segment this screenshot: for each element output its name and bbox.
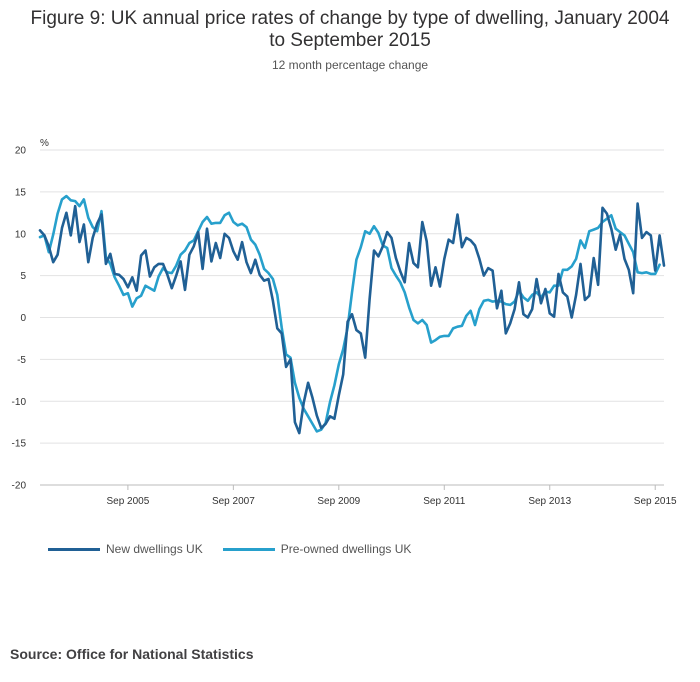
y-tick-label: -10 — [12, 397, 27, 408]
legend-swatch-new-dwellings — [48, 547, 100, 551]
x-axis: Sep 2005 Sep 2007 Sep 2009 Sep 2011 Sep 2013… — [106, 485, 677, 507]
series-line-pre-owned-dwellings-uk[interactable] — [38, 194, 661, 433]
y-axis: 20 15 10 5 0 -5 -10 -15 -20% — [12, 138, 49, 492]
x-tick-label: Sep 2007 — [212, 496, 255, 507]
legend-swatch-pre-owned-dwellings — [222, 547, 275, 551]
source-note: Source: Office for National Statistics — [10, 646, 254, 662]
y-tick-label: -5 — [17, 355, 26, 366]
y-tick-label: 15 — [15, 187, 27, 198]
x-tick-label: Sep 2015 — [634, 496, 677, 507]
series-lines — [38, 194, 666, 435]
legend-label-pre-owned-dwellings: Pre-owned dwellings UK — [280, 542, 412, 556]
y-tick-label: 10 — [15, 229, 27, 240]
y-tick-label: 5 — [20, 271, 26, 282]
y-tick-label: -15 — [12, 439, 27, 450]
x-tick-label: Sep 2005 — [106, 496, 149, 507]
y-tick-label: 0 — [20, 313, 26, 324]
legend-item-new-dwellings[interactable]: New dwellings UK — [48, 542, 203, 556]
chart-subtitle: 12 month percentage change — [271, 58, 429, 72]
legend: New dwellings UK Pre-owned dwellings UK — [48, 542, 431, 556]
y-tick-label: 20 — [15, 146, 27, 157]
gridlines — [40, 149, 664, 486]
y-axis-unit-label: % — [40, 138, 49, 149]
chart-title: Figure 9: UK annual price rates of chang… — [0, 8, 700, 52]
x-tick-label: Sep 2011 — [423, 496, 466, 507]
series-line-new-dwellings-uk[interactable] — [38, 202, 666, 435]
legend-item-pre-owned-dwellings[interactable]: Pre-owned dwellings UK — [222, 542, 412, 556]
chart-title-line-2: to September 2015 — [269, 30, 431, 51]
x-tick-label: Sep 2013 — [528, 496, 571, 507]
y-tick-label: -20 — [12, 481, 27, 492]
chart-title-line-1: Figure 9: UK annual price rates of chang… — [30, 8, 670, 29]
x-tick-label: Sep 2009 — [317, 496, 360, 507]
legend-label-new-dwellings: New dwellings UK — [106, 542, 203, 556]
